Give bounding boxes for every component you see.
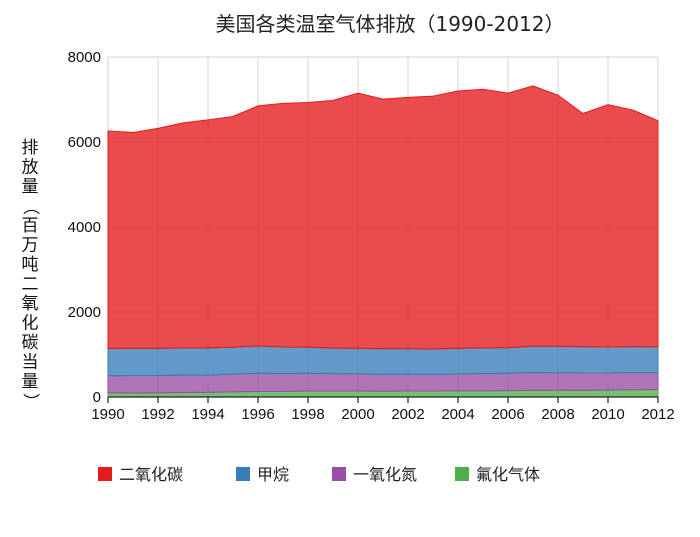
y-axis-label-char: 量 <box>22 177 39 197</box>
legend-label: 氟化气体 <box>476 465 540 484</box>
axes: 1990 1992 1994 1996 1998 2000 2002 2004 2006 2008… <box>68 49 675 423</box>
y-tick-label: 0 <box>93 389 101 406</box>
y-axis-label-char: 二 <box>22 275 39 295</box>
y-axis-label-char: 排 <box>22 138 39 158</box>
legend-swatch <box>98 467 112 481</box>
area-series <box>107 345 659 377</box>
x-tick-label: 1992 <box>141 406 174 423</box>
x-tick-label: 1990 <box>91 406 124 423</box>
x-tick-label: 2006 <box>491 406 524 423</box>
y-axis-label-char: ） <box>20 393 40 410</box>
y-tick-label: 2000 <box>68 304 101 321</box>
y-axis-label-char: 氧 <box>22 294 39 314</box>
legend-label: 二氧化碳 <box>119 465 183 484</box>
x-tick-label: 2004 <box>441 406 474 423</box>
area-series <box>107 372 659 394</box>
x-tick-label: 1996 <box>241 406 274 423</box>
y-axis-label-char: 碳 <box>22 333 39 353</box>
x-tick-label: 2008 <box>541 406 574 423</box>
y-axis-label-char: 万 <box>22 236 39 256</box>
y-axis-label-char: 百 <box>22 216 39 236</box>
x-tick-label: 1994 <box>191 406 224 423</box>
y-axis-label-char: 放 <box>22 158 39 178</box>
y-tick-label: 4000 <box>68 219 101 236</box>
x-tick-label: 1998 <box>291 406 324 423</box>
chart-title: 美国各类温室气体排放（1990-2012） <box>215 12 564 36</box>
legend-swatch <box>236 467 250 481</box>
plot-areas <box>107 85 659 398</box>
x-tick-label: 2000 <box>341 406 374 423</box>
y-axis-label-char: 量 <box>22 372 39 392</box>
legend-label: 甲烷 <box>257 465 289 484</box>
y-axis-label-char: （ <box>20 198 40 215</box>
area-series <box>107 85 659 350</box>
x-tick-label: 2012 <box>641 406 674 423</box>
x-tick-label: 2010 <box>591 406 624 423</box>
legend-label: 一氧化氮 <box>353 465 417 484</box>
x-tick-label: 2002 <box>391 406 424 423</box>
legend-swatch <box>455 467 469 481</box>
y-tick-label: 6000 <box>68 134 101 151</box>
legend: 二氧化碳 甲烷 一氧化氮 氟化气体 <box>98 465 540 484</box>
y-tick-label: 8000 <box>68 49 101 66</box>
legend-swatch <box>332 467 346 481</box>
y-axis-label-char: 当 <box>22 353 39 373</box>
y-axis-label-char: 吨 <box>22 255 39 275</box>
y-axis-label-char: 化 <box>22 314 39 334</box>
